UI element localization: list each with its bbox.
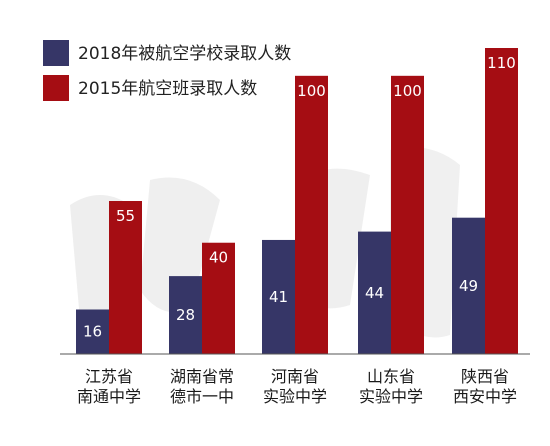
bar-2015-0 (109, 201, 142, 354)
bar-value-label-2015-3: 100 (393, 82, 422, 100)
bar-value-label-2015-2: 100 (297, 82, 326, 100)
category-label-1-line-1: 德市一中 (170, 387, 234, 406)
category-label-0-line-0: 江苏省 (85, 367, 133, 386)
legend-label-2015: 2015年航空班录取人数 (78, 79, 257, 99)
bar-value-label-2018-4: 49 (459, 277, 478, 295)
bars-group: 16 55 28 40 41 100 44 100 49 110 (76, 48, 518, 355)
category-label-0-line-1: 南通中学 (77, 387, 141, 406)
legend: 2018年被航空学校录取人数 2015年航空班录取人数 (43, 40, 291, 101)
bar-2018-0 (76, 309, 109, 354)
bar-2018-2 (262, 239, 295, 354)
bar-2015-2 (295, 75, 328, 355)
category-label-4-line-0: 陕西省 (461, 367, 509, 386)
bar-value-label-2018-0: 16 (83, 323, 102, 341)
category-label-2-line-1: 实验中学 (263, 387, 327, 406)
bar-value-label-2018-1: 28 (176, 306, 195, 324)
bar-2018-1 (169, 276, 202, 354)
bar-value-label-2015-0: 55 (116, 207, 135, 225)
bar-value-label-2018-3: 44 (365, 284, 384, 302)
bar-2015-3 (391, 75, 424, 355)
category-label-1-line-0: 湖南省常 (170, 367, 234, 386)
bar-value-label-2015-4: 110 (487, 54, 516, 72)
bar-2015-1 (202, 242, 235, 354)
legend-swatch-2018 (43, 40, 69, 66)
bar-value-label-2018-2: 41 (269, 288, 288, 306)
bar-2018-4 (452, 217, 485, 354)
category-label-3-line-1: 实验中学 (359, 387, 423, 406)
category-label-4-line-1: 西安中学 (453, 387, 517, 406)
bar-value-label-2015-1: 40 (209, 249, 228, 267)
legend-swatch-2015 (43, 75, 69, 101)
bar-2015-4 (485, 48, 518, 354)
category-label-3-line-0: 山东省 (367, 367, 415, 386)
category-label-2-line-0: 河南省 (271, 367, 319, 386)
legend-label-2018: 2018年被航空学校录取人数 (78, 44, 291, 64)
bar-2018-3 (358, 231, 391, 354)
